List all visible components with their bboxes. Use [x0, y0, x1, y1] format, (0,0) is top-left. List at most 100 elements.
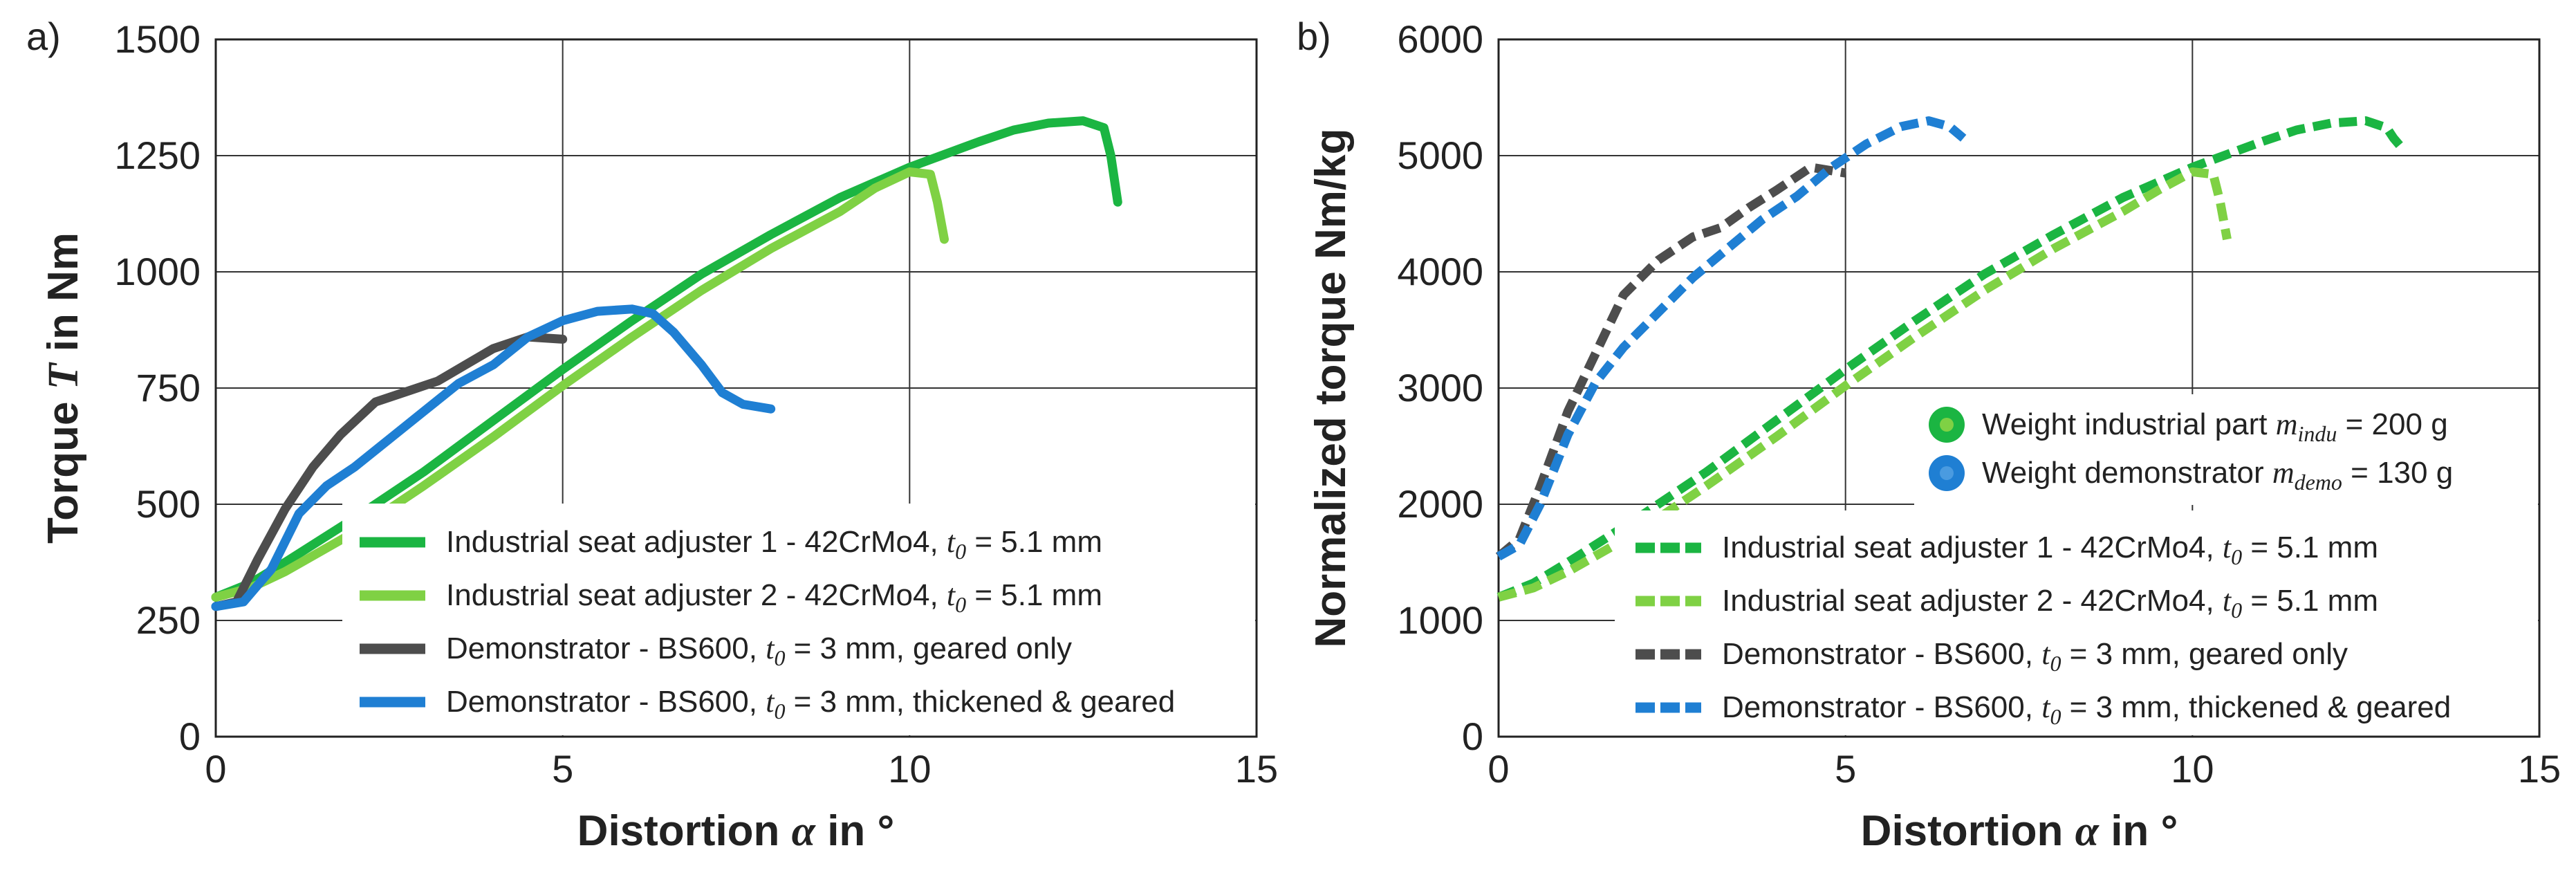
panel-b-x-tick-15: 15 — [2518, 747, 2561, 791]
panel-a-legend-text-2-symbol: t — [947, 578, 956, 612]
panel-a-legend-text-1-symbol: t — [947, 525, 956, 559]
panel-a-x-title-suffix: in ° — [815, 807, 894, 855]
panel-b-legend-text-3-value: = 3 mm, geared only — [2061, 637, 2348, 671]
panel-b-x-axis-title: Distortion α in ° — [1861, 807, 2178, 855]
panel-a-legend-text-4-part: Demonstrator - BS600, — [446, 685, 766, 719]
panel-b-series-line-3 — [1495, 163, 1846, 560]
panel-b-weight-legend-text-2-subscript: demo — [2295, 470, 2342, 495]
panel-b-x-title-suffix: in ° — [2099, 807, 2178, 855]
panel-a-series-line-3 — [211, 332, 568, 611]
panel-a-y-tick-750: 750 — [136, 366, 201, 409]
panel-b-legend-text-3-symbol: t — [2041, 637, 2051, 671]
panel-b-y-title-text: Normalized torque Nm/kg — [1307, 129, 1355, 648]
panel-b-x-tick-0: 0 — [1488, 747, 1509, 791]
panel-b-y-tick-3000: 3000 — [1397, 366, 1483, 409]
panel-b-weight-legend-text-1-value: = 200 g — [2337, 407, 2447, 441]
panel-b-weight-legend-text-1-symbol: m — [2276, 407, 2298, 441]
panel-a-legend-text-4-value: = 3 mm, thickened & geared — [785, 685, 1175, 719]
panel-b-legend-text-1-subscript: 0 — [2231, 544, 2242, 569]
panel-a-legend-text-3: Demonstrator - BS600, t0 = 3 mm, geared … — [446, 632, 1072, 670]
panel-b-legend-background — [1615, 510, 2538, 735]
panel-b-plot-frame — [1497, 38, 2541, 738]
panel-a-legend-text-2: Industrial seat adjuster 2 - 42CrMo4, t0… — [446, 578, 1102, 617]
panel-b-weight-legend: Weight industrial part mindu = 200 gWeig… — [1914, 394, 2538, 505]
panel-a-legend-text-4: Demonstrator - BS600, t0 = 3 mm, thicken… — [446, 685, 1175, 724]
panel-a-x-title-symbol: α — [792, 808, 817, 855]
panel-a-legend-background — [342, 504, 1255, 735]
panel-b-y-tick-0: 0 — [1462, 715, 1483, 758]
panel-b-legend-text-1: Industrial seat adjuster 1 - 42CrMo4, t0… — [1722, 531, 2378, 569]
panel-a-legend-text-1-value: = 5.1 mm — [966, 525, 1102, 559]
panel-a-x-tick-15: 15 — [1235, 747, 1278, 791]
panel-a-y-title-prefix: Torque — [39, 389, 87, 544]
panel-a-x-tick-10: 10 — [888, 747, 931, 791]
panel-b-label: b) — [1297, 15, 1331, 58]
panel-a-legend-text-1-part: Industrial seat adjuster 1 - 42CrMo4, — [446, 525, 947, 559]
panel-b-normalized-torque-chart: b) 0 5 10 15 0 1000 2000 3000 4000 5000 6000 Norma… — [1297, 15, 2561, 855]
panel-a-legend-text-1-subscript: 0 — [955, 539, 966, 564]
panel-b-series-line-4 — [1496, 116, 1967, 561]
panel-b-x-tick-5: 5 — [1835, 747, 1856, 791]
panel-a-legend-text-2-subscript: 0 — [955, 592, 966, 617]
panel-b-weight-legend-text-2-symbol: m — [2272, 456, 2295, 490]
panel-a-legend-text-4-subscript: 0 — [774, 699, 785, 724]
panel-a-legend: Industrial seat adjuster 1 - 42CrMo4, t0… — [342, 504, 1255, 735]
panel-a-legend-text-3-part: Demonstrator - BS600, — [446, 632, 766, 665]
panel-b-legend-text-3-part: Demonstrator - BS600, — [1722, 637, 2041, 671]
panel-a-y-tick-500: 500 — [136, 482, 201, 526]
panel-b-legend-text-4-subscript: 0 — [2050, 704, 2061, 729]
panel-b-weight-legend-text-1: Weight industrial part mindu = 200 g — [1982, 407, 2448, 446]
panel-b-weight-legend-entries: Weight industrial part mindu = 200 gWeig… — [1929, 407, 2453, 495]
panel-b-x-title-prefix: Distortion — [1861, 807, 2075, 855]
panel-a-y-tick-250: 250 — [136, 598, 201, 642]
panel-a-legend-text-3-subscript: 0 — [774, 645, 785, 670]
panel-b-legend-text-4: Demonstrator - BS600, t0 = 3 mm, thicken… — [1722, 690, 2451, 729]
panel-a-y-tick-1250: 1250 — [114, 133, 201, 177]
panel-b-legend-text-2-subscript: 0 — [2231, 598, 2242, 623]
panel-a-series-line-2 — [211, 167, 949, 602]
panel-a-y-axis-title: Torque T in Nm — [39, 232, 87, 544]
panel-b-y-axis-title: Normalized torque Nm/kg — [1307, 129, 1355, 648]
panel-b-legend-text-1-part: Industrial seat adjuster 1 - 42CrMo4, — [1722, 531, 2223, 564]
panel-a-legend-text-3-value: = 3 mm, geared only — [785, 632, 1072, 665]
panel-a-legend-text-3-symbol: t — [766, 632, 775, 665]
panel-b-x-tick-10: 10 — [2171, 747, 2214, 791]
panel-a-x-axis-title: Distortion α in ° — [577, 807, 895, 855]
panel-b-weight-marker-inner-1 — [1940, 418, 1954, 432]
panel-a-legend-text-1: Industrial seat adjuster 1 - 42CrMo4, t0… — [446, 525, 1102, 564]
panel-a-legend-text-2-part: Industrial seat adjuster 2 - 42CrMo4, — [446, 578, 947, 612]
panel-b-legend-text-2-part: Industrial seat adjuster 2 - 42CrMo4, — [1722, 584, 2223, 618]
panel-b-legend-text-1-symbol: t — [2223, 531, 2232, 564]
panel-a-label: a) — [26, 15, 61, 58]
panel-b-weight-legend-text-2-part: Weight demonstrator — [1982, 456, 2272, 490]
panel-b-y-tick-6000: 6000 — [1397, 17, 1483, 61]
panel-a-x-title-prefix: Distortion — [577, 807, 792, 855]
panel-a-y-title-suffix: in Nm — [39, 232, 87, 363]
panel-b-y-tick-2000: 2000 — [1397, 482, 1483, 526]
panel-b-legend-text-4-symbol: t — [2041, 690, 2051, 724]
panel-b-weight-marker-inner-2 — [1940, 466, 1954, 480]
panel-a-x-tick-5: 5 — [552, 747, 573, 791]
panel-b-legend-text-2: Industrial seat adjuster 2 - 42CrMo4, t0… — [1722, 584, 2378, 623]
panel-a-legend-entries: Industrial seat adjuster 1 - 42CrMo4, t0… — [360, 525, 1175, 724]
panel-b-y-tick-1000: 1000 — [1397, 598, 1483, 642]
panel-b-legend-text-4-part: Demonstrator - BS600, — [1722, 690, 2041, 724]
panel-b-legend-text-3-subscript: 0 — [2050, 651, 2061, 676]
panel-a-y-tick-0: 0 — [179, 715, 201, 758]
panel-a-series-line-4 — [211, 304, 776, 611]
panel-b-legend-text-2-value: = 5.1 mm — [2242, 584, 2378, 618]
panel-b-weight-legend-text-1-part: Weight industrial part — [1982, 407, 2276, 441]
panel-b-legend-text-3: Demonstrator - BS600, t0 = 3 mm, geared … — [1722, 637, 2348, 676]
panel-b-x-title-symbol: α — [2075, 808, 2100, 855]
panel-b-y-tick-4000: 4000 — [1397, 250, 1483, 293]
panel-a-legend-text-2-value: = 5.1 mm — [966, 578, 1102, 612]
panel-b-series-line-2 — [1497, 167, 2232, 602]
panel-b-tick-labels: 0 5 10 15 0 1000 2000 3000 4000 5000 6000 — [1397, 17, 2561, 791]
panel-a-plot-frame — [214, 38, 1258, 738]
panel-a-y-tick-1000: 1000 — [114, 250, 201, 293]
panel-a-legend-text-4-symbol: t — [766, 685, 775, 719]
panel-b-weight-legend-text-1-subscript: indu — [2298, 421, 2337, 446]
panel-a-y-title-symbol: T — [40, 362, 87, 389]
panel-a-torque-chart: a) 0 5 10 15 0 250 500 750 1000 1250 1500 Torque T… — [26, 15, 1278, 855]
